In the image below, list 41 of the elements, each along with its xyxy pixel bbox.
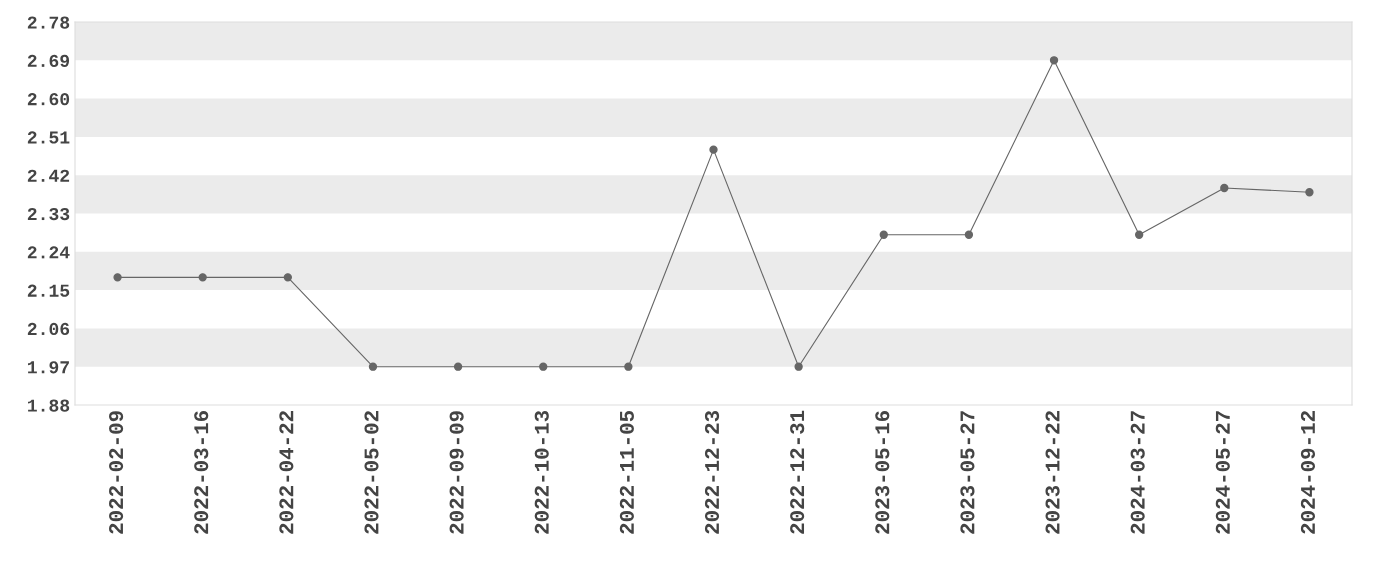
x-tick-label: 2022-11-05 [619, 410, 634, 534]
x-tick-label: 2022-02-09 [109, 411, 124, 534]
x-tick-label: 2023-05-27 [960, 411, 975, 534]
x-tick-label: 2022-03-16 [194, 411, 209, 534]
y-tick-label: 2.42 [27, 169, 70, 182]
x-tick-label: 2024-03-27 [1130, 411, 1145, 534]
y-tick-label: 2.69 [27, 54, 70, 68]
x-tick-label: 2022-12-23 [704, 410, 720, 534]
point [879, 230, 888, 239]
point [1134, 230, 1144, 239]
point [709, 145, 718, 154]
x-tick-label: 2023-05-16 [875, 411, 890, 534]
y-tick-label: 1.97 [28, 361, 69, 374]
x-tick-label: 2022-09-09 [449, 411, 464, 534]
point [1305, 188, 1314, 197]
y-tick-label: 2.78 [27, 16, 70, 29]
point [453, 362, 463, 371]
x-tick-label: 2024-09-12 [1300, 411, 1316, 534]
point [964, 230, 974, 239]
x-tick-label: 2023-12-22 [1045, 411, 1060, 534]
point [113, 273, 122, 282]
point [794, 362, 803, 371]
x-tick-label: 2022-12-31 [790, 410, 805, 534]
y-tick-label: 2.24 [27, 246, 70, 259]
point [539, 362, 548, 371]
y-tick-label: 2.33 [27, 207, 70, 221]
y-tick-label: 1.88 [28, 399, 70, 412]
point [368, 362, 378, 371]
y-tick-label: 2.15 [27, 284, 70, 297]
point [1220, 183, 1229, 193]
point [1049, 56, 1059, 65]
point [624, 362, 633, 371]
x-tick-label: 2024-05-27 [1215, 411, 1230, 534]
x-tick-label: 2022-04-22 [279, 411, 294, 534]
y-tick-label: 2.06 [27, 322, 70, 336]
point [198, 273, 207, 282]
point [283, 273, 293, 282]
x-tick-label: 2022-05-02 [364, 411, 379, 534]
x-tick-label: 2022-10-13 [534, 410, 549, 534]
y-tick-label: 2.60 [27, 93, 70, 106]
y-tick-label: 2.51 [27, 131, 70, 144]
